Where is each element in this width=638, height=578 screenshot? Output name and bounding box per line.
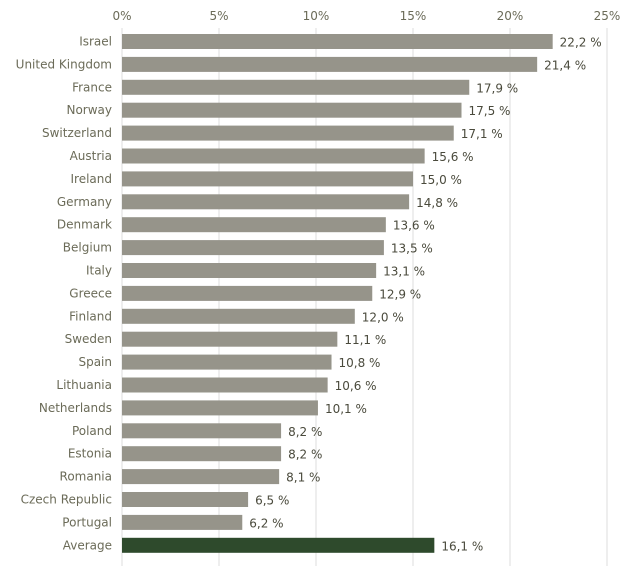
category-label: Netherlands: [39, 401, 112, 415]
data-label: 13,5 %: [391, 242, 433, 256]
category-label: Ireland: [70, 172, 112, 186]
data-label: 21,4 %: [544, 58, 586, 72]
category-label: Denmark: [57, 218, 112, 232]
data-label: 10,8 %: [339, 356, 381, 370]
bar: [122, 514, 243, 530]
x-axis-tick-labels: 0% 5% 10% 15% 20% 25%: [112, 9, 620, 23]
bar: [122, 34, 553, 49]
bar: [122, 423, 282, 439]
category-label: Estonia: [68, 447, 112, 461]
category-label: Israel: [79, 35, 112, 49]
bar-average: [122, 537, 435, 553]
data-label: 22,2 %: [560, 36, 602, 50]
bar: [122, 469, 280, 485]
category-label: United Kingdom: [16, 57, 112, 71]
bar: [122, 331, 338, 347]
bar: [122, 217, 386, 233]
category-label: Austria: [70, 149, 112, 163]
data-label: 6,2 %: [249, 516, 283, 530]
category-label: Sweden: [65, 332, 112, 346]
category-label: Czech Republic: [21, 493, 112, 507]
bar: [122, 377, 328, 393]
x-tick-label: 20%: [497, 9, 524, 23]
category-label: Norway: [66, 103, 112, 117]
data-label: 17,9 %: [476, 81, 518, 95]
bar: [122, 285, 373, 301]
bar: [122, 79, 470, 95]
x-tick-label: 5%: [209, 9, 228, 23]
bar: [122, 354, 332, 370]
category-label: Romania: [60, 470, 112, 484]
category-label: Poland: [72, 424, 112, 438]
category-label: Belgium: [63, 241, 112, 255]
x-tick-label: 0%: [112, 9, 131, 23]
bar: [122, 492, 249, 507]
category-label: Average: [63, 538, 112, 552]
x-tick-label: 15%: [400, 9, 427, 23]
category-label: France: [72, 80, 112, 94]
data-label: 8,1 %: [286, 471, 320, 485]
data-label: 8,2 %: [288, 448, 322, 462]
data-label: 12,0 %: [362, 310, 404, 324]
x-tick-label: 25%: [594, 9, 621, 23]
category-label: Switzerland: [42, 126, 112, 140]
data-label: 17,1 %: [461, 127, 503, 141]
category-label: Germany: [57, 195, 112, 209]
category-label: Greece: [69, 286, 112, 300]
category-label: Portugal: [62, 515, 112, 529]
bar: [122, 308, 355, 324]
bar: [122, 263, 377, 278]
category-label: Italy: [86, 264, 112, 278]
data-label: 17,5 %: [469, 104, 511, 118]
bar: [122, 148, 425, 164]
category-label: Spain: [78, 355, 112, 369]
bars: [122, 34, 553, 553]
data-label: 10,1 %: [325, 402, 367, 416]
data-label: 11,1 %: [344, 333, 386, 347]
bar: [122, 446, 282, 462]
data-label: 15,0 %: [420, 173, 462, 187]
data-label: 15,6 %: [432, 150, 474, 164]
category-label: Finland: [69, 309, 112, 323]
category-label: Lithuania: [56, 378, 112, 392]
bar: [122, 102, 462, 118]
data-label: 13,1 %: [383, 265, 425, 279]
data-label: 10,6 %: [335, 379, 377, 393]
bar: [122, 171, 413, 187]
data-label: 13,6 %: [393, 219, 435, 233]
bar: [122, 56, 538, 72]
data-label: 8,2 %: [288, 425, 322, 439]
bar: [122, 240, 384, 256]
x-tick-label: 10%: [303, 9, 330, 23]
bar: [122, 125, 454, 141]
data-label: 12,9 %: [379, 287, 421, 301]
bar: [122, 194, 410, 210]
category-labels: Israel United Kingdom France Norway Switzerl…: [16, 35, 112, 553]
data-label: 16,1 %: [441, 539, 483, 553]
data-labels: 22,2 % 21,4 % 17,9 % 17,5 % 17,1 % 15,6 % 15,0…: [249, 36, 601, 554]
bar: [122, 400, 318, 416]
data-label: 6,5 %: [255, 494, 289, 508]
data-label: 14,8 %: [416, 196, 458, 210]
